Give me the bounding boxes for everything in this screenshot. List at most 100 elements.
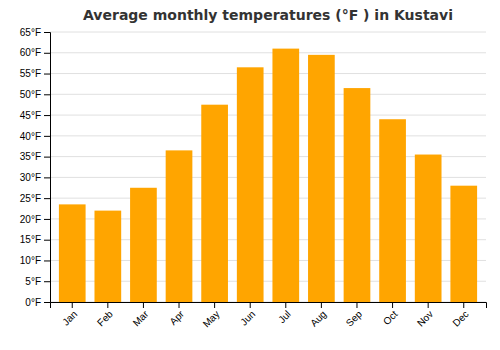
bar — [344, 88, 371, 302]
bar — [59, 204, 86, 302]
bar — [308, 55, 335, 302]
grid-line — [50, 94, 486, 95]
x-tick-mark — [107, 302, 108, 308]
y-tick-label: 55°F — [20, 68, 41, 79]
x-axis: Jan Feb Mar Apr May Jun Jul Aug Sep Oct Nov Dec — [51, 302, 487, 330]
y-tick-mark — [44, 53, 50, 54]
y-tick: 15°F — [20, 234, 50, 245]
y-tick-label: 40°F — [20, 131, 41, 142]
grid-line — [50, 32, 486, 33]
y-tick: 30°F — [20, 172, 50, 183]
x-tick-label: Aug — [308, 308, 328, 328]
y-tick: 55°F — [20, 68, 50, 79]
x-tick-label: Oct — [381, 308, 400, 327]
x-tick-label: May — [201, 308, 222, 329]
x-tick: Oct — [381, 302, 400, 327]
grid-line — [50, 52, 486, 53]
x-tick-label: Jun — [238, 308, 257, 327]
grid-line — [50, 73, 486, 74]
x-tick: Feb — [95, 302, 115, 328]
y-tick: 35°F — [20, 151, 50, 162]
y-tick-mark — [44, 240, 50, 241]
y-tick-label: 20°F — [20, 214, 41, 225]
bar — [201, 105, 228, 302]
grid — [50, 32, 486, 302]
bar — [450, 186, 477, 302]
x-tick-label: Feb — [95, 308, 115, 328]
y-tick: 45°F — [20, 110, 50, 121]
y-tick-mark — [44, 157, 50, 158]
y-axis-line — [44, 33, 51, 303]
y-tick: 5°F — [25, 276, 50, 287]
x-tick-label: Nov — [415, 308, 435, 328]
x-tick-label: Jan — [60, 308, 79, 327]
y-tick-mark — [44, 281, 50, 282]
y-tick-label: 0°F — [25, 297, 41, 308]
x-tick: Mar — [131, 302, 151, 328]
x-tick-mark — [321, 302, 322, 308]
bar — [130, 188, 157, 302]
y-tick: 50°F — [20, 89, 50, 100]
grid-line — [50, 115, 486, 116]
chart: 0°F 5°F 10°F 15°F 20°F 25°F 30°F 35°F 40°F 45°F 50… — [0, 0, 500, 350]
y-tick-mark — [44, 94, 50, 95]
x-tick-mark — [214, 302, 215, 308]
title: Average monthly temperatures (°F ) in Ku… — [83, 7, 453, 23]
x-tick: Jan — [60, 302, 79, 328]
y-tick-label: 50°F — [20, 89, 41, 100]
y-tick-mark — [44, 177, 50, 178]
y-tick-mark — [44, 198, 50, 199]
x-tick-label: Sep — [344, 308, 365, 329]
x-tick: Dec — [450, 302, 470, 329]
y-tick-label: 65°F — [20, 27, 41, 38]
x-tick: Apr — [167, 302, 186, 327]
bar — [94, 211, 121, 302]
bars — [59, 49, 477, 302]
x-tick-mark — [356, 302, 357, 308]
y-tick-label: 30°F — [20, 172, 41, 183]
y-tick: 0°F — [25, 297, 50, 308]
x-tick-mark — [179, 302, 180, 308]
y-tick: 60°F — [20, 47, 50, 58]
y-tick-label: 10°F — [20, 255, 41, 266]
y-tick: 20°F — [20, 214, 50, 225]
y-tick-mark — [44, 219, 50, 220]
plot-area: 0°F 5°F 10°F 15°F 20°F 25°F 30°F 35°F 40°F 45°F 50… — [20, 27, 487, 330]
x-tick: Sep — [344, 302, 365, 329]
x-tick: May — [201, 302, 222, 330]
y-tick: 10°F — [20, 255, 50, 266]
x-tick-label: Apr — [167, 308, 186, 327]
y-tick-label: 5°F — [25, 276, 41, 287]
x-tick-label: Dec — [450, 308, 470, 328]
bar — [166, 150, 193, 302]
x-tick-label: Jul — [276, 308, 293, 325]
y-tick-label: 15°F — [20, 234, 41, 245]
y-tick-label: 35°F — [20, 151, 41, 162]
y-tick-mark — [44, 32, 50, 33]
y-tick-mark — [44, 302, 50, 303]
x-tick-mark — [285, 302, 286, 308]
y-tick-mark — [44, 74, 50, 75]
bar — [272, 49, 299, 302]
y-tick-mark — [44, 115, 50, 116]
x-tick-mark — [463, 302, 464, 308]
x-tick-label: Mar — [131, 308, 151, 328]
x-tick: Aug — [308, 302, 328, 329]
y-tick: 65°F — [20, 27, 50, 38]
y-tick: 25°F — [20, 193, 50, 204]
grid-line — [50, 135, 486, 136]
x-tick: Jul — [276, 302, 293, 325]
x-tick: Nov — [415, 302, 435, 329]
y-axis: 0°F 5°F 10°F 15°F 20°F 25°F 30°F 35°F 40°F 45°F 50… — [20, 27, 51, 308]
y-tick-mark — [44, 136, 50, 137]
y-tick: 40°F — [20, 131, 50, 142]
x-tick: Jun — [238, 302, 257, 328]
bar — [379, 119, 406, 302]
x-tick-mark — [428, 302, 429, 308]
y-tick-label: 25°F — [20, 193, 41, 204]
y-tick-label: 60°F — [20, 47, 41, 58]
x-axis-line — [51, 303, 487, 309]
x-tick-mark — [392, 302, 393, 308]
bar — [237, 67, 264, 302]
y-tick-mark — [44, 260, 50, 261]
